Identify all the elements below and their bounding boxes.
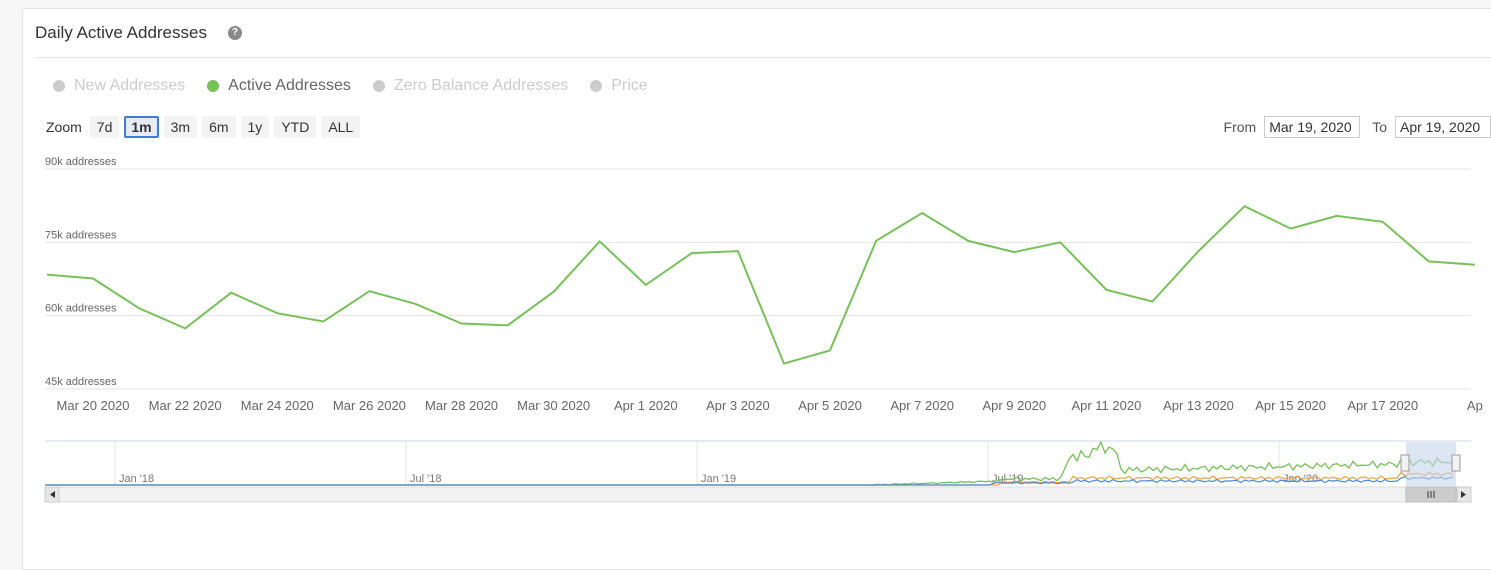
navigator-x-label: Jul '18 (410, 473, 441, 485)
navigator-x-label: Jan '18 (119, 473, 154, 485)
navigator-selection[interactable] (1406, 442, 1456, 486)
y-tick-label: 45k addresses (45, 376, 117, 388)
x-tick-label: Ap (1467, 398, 1483, 413)
x-tick-label: Apr 1 2020 (614, 398, 678, 413)
x-tick-label: Mar 26 2020 (333, 398, 406, 413)
chart-svg: 45k addresses 60k addresses 75k addresses 9… (0, 0, 1491, 549)
scrollbar-track[interactable] (45, 487, 1471, 502)
navigator-right-handle[interactable] (1452, 455, 1460, 471)
x-tick-label: Apr 7 2020 (890, 398, 954, 413)
y-axis-labels: 45k addresses 60k addresses 75k addresses 9… (45, 156, 117, 388)
y-tick-label: 60k addresses (45, 303, 117, 315)
x-tick-label: Apr 5 2020 (798, 398, 862, 413)
x-tick-label: Mar 30 2020 (517, 398, 590, 413)
x-tick-label: Mar 24 2020 (241, 398, 314, 413)
x-tick-label: Apr 15 2020 (1255, 398, 1326, 413)
navigator-left-handle[interactable] (1401, 455, 1409, 471)
y-tick-label: 90k addresses (45, 156, 117, 168)
x-tick-label: Mar 28 2020 (425, 398, 498, 413)
x-tick-label: Apr 17 2020 (1347, 398, 1418, 413)
navigator-series-active (45, 442, 1453, 485)
series-line-active-addresses (47, 206, 1475, 363)
x-axis-labels: Mar 20 2020 Mar 22 2020 Mar 24 2020 Mar 26 … (57, 398, 1483, 413)
scrollbar[interactable] (45, 487, 1471, 502)
y-tick-label: 75k addresses (45, 229, 117, 241)
x-tick-label: Mar 22 2020 (149, 398, 222, 413)
navigator-series-new (45, 477, 1453, 485)
x-tick-label: Apr 3 2020 (706, 398, 770, 413)
navigator-x-label: Jan '19 (701, 473, 736, 485)
x-tick-label: Apr 11 2020 (1071, 398, 1141, 413)
x-tick-label: Mar 20 2020 (57, 398, 130, 413)
y-grid (45, 169, 1471, 389)
navigator-series-zero-balance (45, 472, 1453, 485)
x-tick-label: Apr 13 2020 (1163, 398, 1234, 413)
x-tick-label: Apr 9 2020 (982, 398, 1046, 413)
series-points (47, 206, 1475, 363)
